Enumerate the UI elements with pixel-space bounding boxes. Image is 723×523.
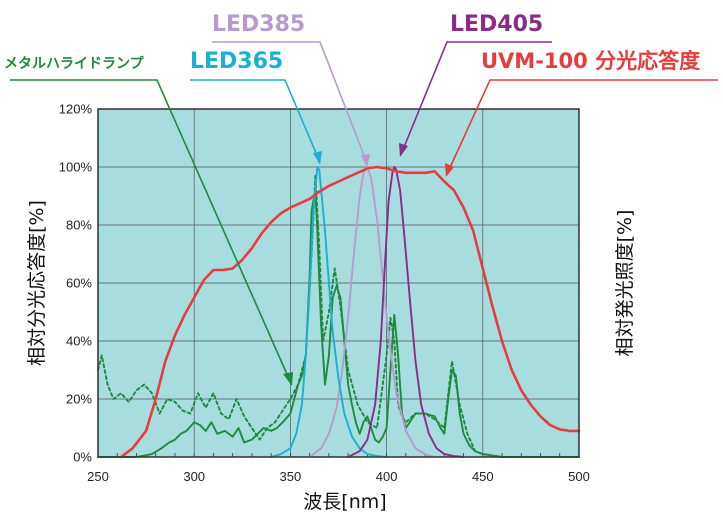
arrowhead-led385 xyxy=(361,154,370,168)
x-tick-label: 250 xyxy=(87,469,109,484)
callout-metal-halide: メタルハライドランプ xyxy=(4,56,145,72)
series-layer xyxy=(97,165,581,459)
leader-led405 xyxy=(401,41,552,153)
x-axis-title: 波長[nm] xyxy=(303,491,386,513)
callouts: LED385 LED405 メタルハライドランプ LED365 UVM-100 … xyxy=(4,12,718,386)
y-axis-title-left: 相対分光応答度[%] xyxy=(26,200,48,366)
callout-led385: LED385 xyxy=(212,12,305,37)
x-tick-label: 300 xyxy=(183,469,205,484)
callout-uvm100: UVM-100 分光応答度 xyxy=(481,49,700,73)
arrowhead-led365 xyxy=(313,151,322,165)
y-tick-label: 60% xyxy=(66,276,92,291)
leader-metal-halide xyxy=(10,79,291,382)
callout-led365: LED365 xyxy=(190,49,283,74)
arrowhead-metal-halide xyxy=(283,372,293,386)
series-line-5 xyxy=(347,166,465,458)
y-tick-label: 120% xyxy=(59,102,93,117)
arrowhead-uvm100 xyxy=(445,163,454,177)
x-tick-label: 350 xyxy=(280,469,302,484)
series-line-1 xyxy=(97,189,580,458)
leader-uvm100 xyxy=(447,79,718,173)
y-tick-label: 20% xyxy=(66,392,92,407)
x-tick-label: 400 xyxy=(376,469,398,484)
x-tick-label: 450 xyxy=(472,469,494,484)
y-tick-label: 80% xyxy=(66,218,92,233)
y-tick-label: 0% xyxy=(73,450,92,465)
y-tick-label: 40% xyxy=(66,334,92,349)
series-line-4 xyxy=(308,166,436,458)
plot-area xyxy=(97,108,581,459)
callout-led405: LED405 xyxy=(450,12,543,37)
series-line-0 xyxy=(119,165,581,459)
y-tick-label: 100% xyxy=(59,160,93,175)
tick-labels: 250 300 350 400 450 500 0% 20% 40% 60% 80% 100% 120% xyxy=(59,102,590,485)
arrowhead-led405 xyxy=(399,143,408,157)
x-tick-label: 500 xyxy=(568,469,590,484)
plot-frame xyxy=(97,108,580,458)
leader-led385 xyxy=(212,41,368,164)
y-axis-title-right: 相対発光照度[%] xyxy=(614,210,636,357)
leader-led365 xyxy=(190,79,320,161)
